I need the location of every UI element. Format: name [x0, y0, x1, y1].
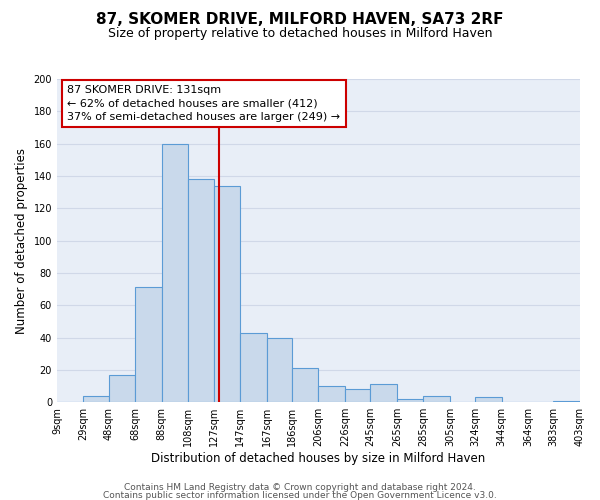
- Bar: [83, 396, 109, 402]
- Bar: [109, 374, 135, 402]
- Text: 87, SKOMER DRIVE, MILFORD HAVEN, SA73 2RF: 87, SKOMER DRIVE, MILFORD HAVEN, SA73 2R…: [96, 12, 504, 28]
- Bar: [553, 400, 580, 402]
- Bar: [162, 144, 188, 402]
- Y-axis label: Number of detached properties: Number of detached properties: [15, 148, 28, 334]
- Bar: [370, 384, 397, 402]
- X-axis label: Distribution of detached houses by size in Milford Haven: Distribution of detached houses by size …: [151, 452, 485, 465]
- Text: Contains HM Land Registry data © Crown copyright and database right 2024.: Contains HM Land Registry data © Crown c…: [124, 483, 476, 492]
- Text: Contains public sector information licensed under the Open Government Licence v3: Contains public sector information licen…: [103, 490, 497, 500]
- Bar: [319, 386, 345, 402]
- Bar: [240, 332, 266, 402]
- Bar: [188, 179, 214, 402]
- Text: 87 SKOMER DRIVE: 131sqm
← 62% of detached houses are smaller (412)
37% of semi-d: 87 SKOMER DRIVE: 131sqm ← 62% of detache…: [67, 86, 341, 122]
- Bar: [345, 390, 370, 402]
- Bar: [214, 186, 240, 402]
- Bar: [397, 399, 424, 402]
- Bar: [292, 368, 319, 402]
- Bar: [266, 338, 292, 402]
- Text: Size of property relative to detached houses in Milford Haven: Size of property relative to detached ho…: [108, 28, 492, 40]
- Bar: [424, 396, 450, 402]
- Bar: [135, 288, 162, 402]
- Bar: [475, 398, 502, 402]
